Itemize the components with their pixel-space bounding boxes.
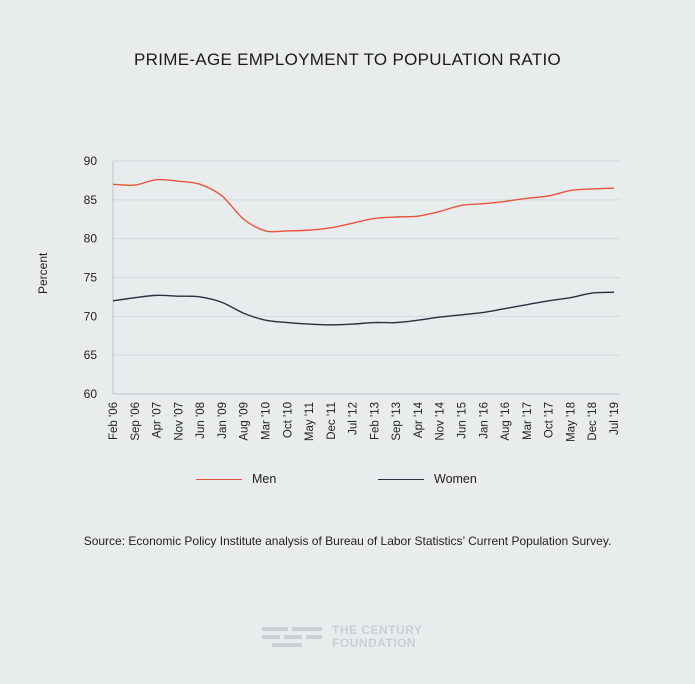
y-tick-label: 70 <box>84 309 98 323</box>
source-note: Source: Economic Policy Institute analys… <box>0 534 695 548</box>
x-tick-label: Apr '14 <box>413 401 425 438</box>
legend-women: Women <box>378 472 477 486</box>
legend-women-swatch <box>378 479 424 480</box>
x-tick-label: Apr '07 <box>152 402 164 438</box>
x-tick-label: Jan '16 <box>478 402 490 439</box>
x-tick-label: Jun '15 <box>457 402 469 439</box>
x-tick-label: Feb '06 <box>108 402 120 440</box>
y-tick-label: 85 <box>84 193 98 207</box>
x-tick-label: Oct '10 <box>282 402 294 438</box>
x-tick-label: Feb '13 <box>369 402 381 440</box>
x-tick-label: Mar '10 <box>260 402 272 440</box>
y-tick-label: 60 <box>84 387 98 401</box>
logo-mark-icon <box>262 627 324 647</box>
x-tick-label: Mar '17 <box>522 402 534 440</box>
x-tick-label: Dec '11 <box>326 402 338 440</box>
x-tick-label: May '18 <box>565 402 577 442</box>
century-foundation-logo: THE CENTURY FOUNDATION <box>262 624 442 654</box>
x-tick-label: Dec '18 <box>587 402 599 441</box>
y-tick-label: 75 <box>84 271 98 285</box>
x-tick-label: Oct '17 <box>544 402 556 438</box>
y-axis-label: Percent <box>36 264 50 294</box>
y-tick-label: 65 <box>84 348 98 362</box>
x-tick-label: May '11 <box>304 402 316 441</box>
y-tick-label: 80 <box>84 232 98 246</box>
x-tick-label: Jan '09 <box>217 402 229 439</box>
chart-plot: 90 85 80 75 70 65 60 Feb '06 Sep '06 Apr '07 Nov '… <box>0 0 695 684</box>
y-tick-label: 90 <box>84 154 98 168</box>
x-tick-label: Nov '14 <box>435 401 447 440</box>
logo-line-2: FOUNDATION <box>332 637 422 650</box>
x-tick-label: Sep '06 <box>130 402 142 441</box>
series-line-men <box>113 179 614 231</box>
x-tick-label: Aug '16 <box>500 402 512 441</box>
x-tick-label: Jul '19 <box>609 402 621 435</box>
series-line-women <box>113 292 614 325</box>
legend-men: Men <box>196 472 276 486</box>
x-tick-label: Aug '09 <box>239 402 251 441</box>
x-tick-label: Nov '07 <box>173 402 185 441</box>
x-tick-label: Jun '08 <box>195 402 207 439</box>
legend-women-label: Women <box>434 472 477 486</box>
x-tick-label: Sep '13 <box>391 402 403 441</box>
legend-men-label: Men <box>252 472 276 486</box>
x-tick-label: Jul '12 <box>348 402 360 435</box>
legend-men-swatch <box>196 479 242 480</box>
